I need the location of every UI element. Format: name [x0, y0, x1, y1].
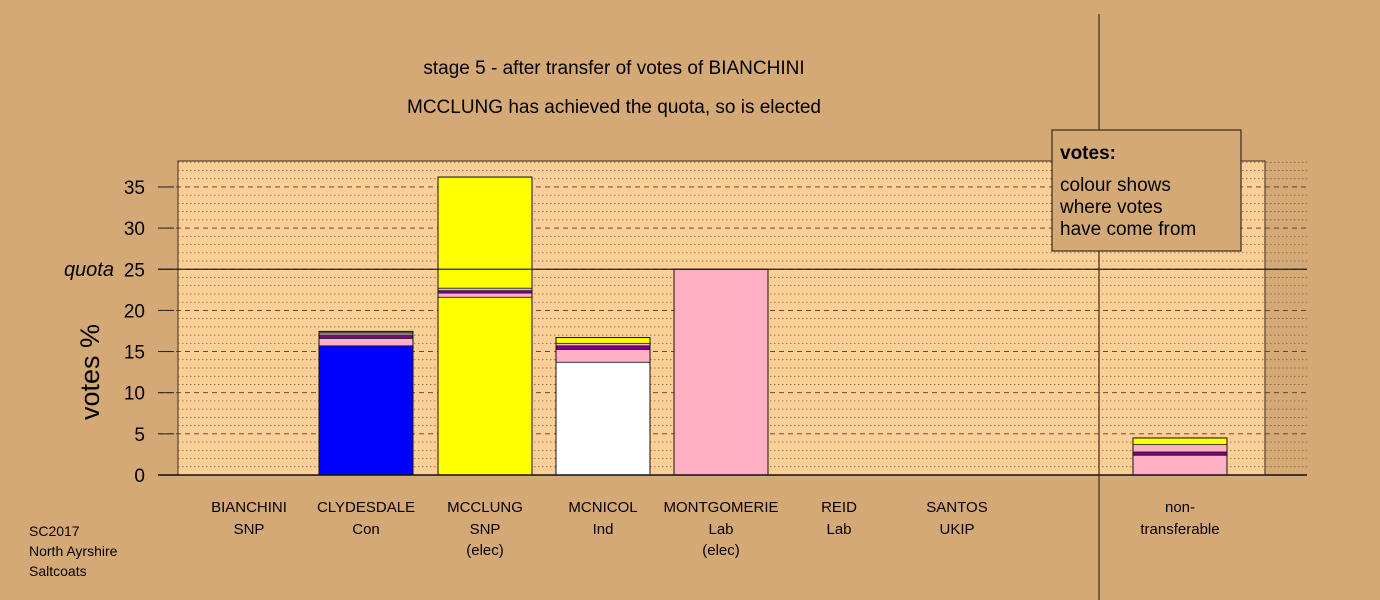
category-party: Ind [593, 521, 614, 538]
bar-segment-non-1 [1132, 451, 1228, 456]
category-note: (elec) [702, 542, 740, 559]
category-label: SANTOS [926, 499, 987, 516]
legend-box [1051, 129, 1242, 252]
category-label: MCCLUNG [447, 499, 523, 516]
y-tick-label: 30 [124, 219, 145, 240]
y-tick-label: 20 [124, 301, 145, 322]
bar-segment-montgomerie-0 [673, 268, 769, 476]
bar-segment-non-3 [1132, 437, 1228, 445]
category-label: BIANCHINI [211, 499, 287, 516]
footer-line-2: North Ayrshire [29, 543, 118, 559]
legend-line-3: have come from [1060, 219, 1196, 240]
category-label: CLYDESDALE [317, 499, 415, 516]
y-axis-label: votes % [75, 324, 105, 420]
y-tick-label: 10 [124, 384, 145, 405]
bar-segment-mcnicol-1 [555, 349, 651, 363]
category-party: Lab [708, 521, 733, 538]
category-party: SNP [234, 521, 265, 538]
footer-line-1: SC2017 [29, 523, 80, 539]
category-party: Lab [826, 521, 851, 538]
bar-segment-clydesdale-0 [318, 345, 414, 476]
bar-segment-mcclung-4 [437, 176, 533, 289]
y-tick-label: 0 [134, 466, 145, 487]
chart-title: stage 5 - after transfer of votes of BIA… [423, 58, 804, 79]
bar-segment-non-2 [1132, 444, 1228, 453]
legend-line-1: colour shows [1060, 175, 1171, 196]
category-label: MONTGOMERIE [664, 499, 779, 516]
category-label: REID [821, 499, 857, 516]
category-label: non- [1165, 499, 1195, 516]
bar-segment-mcnicol-0 [555, 361, 651, 476]
bar-segment-mcclung-1 [437, 292, 533, 298]
y-tick-label: 35 [124, 178, 145, 199]
category-party: Con [352, 521, 380, 538]
bar-segment-mcnicol-2 [555, 345, 651, 350]
bar-segment-mcclung-0 [437, 296, 533, 476]
y-tick-label: 25 [124, 260, 145, 281]
category-party: UKIP [939, 521, 974, 538]
footer-line-3: Saltcoats [29, 563, 87, 579]
category-note: (elec) [466, 542, 504, 559]
category-party: transferable [1140, 521, 1219, 538]
axes: BIANCHINI SNP CLYDESDALE Con MCCLUNG SNP (elec… [124, 14, 1307, 600]
bars [318, 176, 1228, 476]
y-tick-label: 15 [124, 343, 145, 364]
bar-segment-clydesdale-1 [318, 337, 414, 347]
chart-subtitle: MCCLUNG has achieved the quota, so is el… [407, 97, 821, 118]
legend-title: votes: [1060, 143, 1116, 164]
bar-segment-clydesdale-2 [318, 335, 414, 339]
legend: votes: colour shows where votes have com… [1051, 129, 1242, 252]
y-tick-label: 5 [134, 425, 145, 446]
category-label: MCNICOL [568, 499, 637, 516]
legend-line-2: where votes [1059, 197, 1162, 218]
bar-segment-non-0 [1132, 454, 1228, 476]
bar-segment-mcnicol-4 [555, 337, 651, 344]
quota-label: quota [64, 259, 114, 281]
category-party: SNP [470, 521, 501, 538]
